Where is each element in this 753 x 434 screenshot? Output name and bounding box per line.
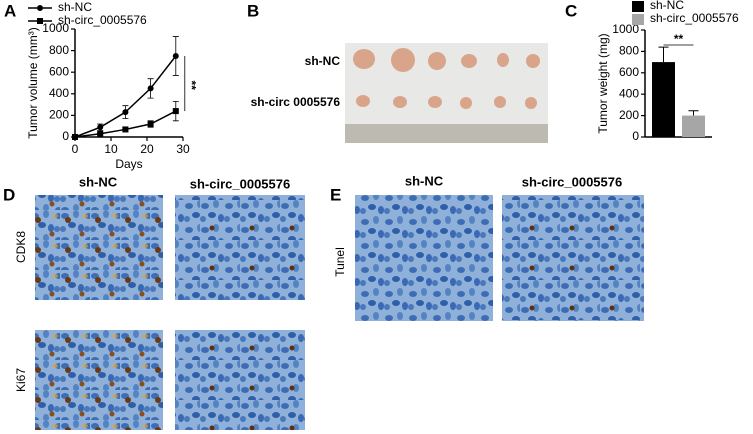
micrograph <box>355 195 493 321</box>
y-tick-label: 600 <box>49 64 69 78</box>
row-label: sh-circ 0005576 <box>251 95 341 109</box>
marker <box>72 134 78 140</box>
annotation: ** <box>185 81 199 91</box>
panel-letter: C <box>565 1 577 20</box>
micrograph <box>175 330 305 430</box>
row-label: sh-NC <box>305 54 341 68</box>
y-tick-label: 800 <box>49 43 69 57</box>
row-label: CDK8 <box>14 231 28 263</box>
y-tick-label: 600 <box>619 65 639 79</box>
bar <box>652 62 675 137</box>
error-bar <box>688 110 699 116</box>
micrograph <box>35 330 163 430</box>
row-label: Ki67 <box>14 368 28 392</box>
marker <box>147 121 154 128</box>
x-axis-label: Days <box>115 157 142 171</box>
column-label: sh-circ_0005576 <box>190 176 290 191</box>
column-label: sh-circ_0005576 <box>522 174 622 189</box>
column-label: sh-NC <box>79 174 118 189</box>
legend-marker <box>37 5 43 11</box>
marker <box>122 109 129 116</box>
y-tick-label: 400 <box>49 86 69 100</box>
y-tick-label: 0 <box>632 129 639 143</box>
micrograph <box>35 195 163 300</box>
annotation: ** <box>674 32 684 46</box>
column-label: sh-NC <box>405 173 444 188</box>
error-bar <box>658 46 669 63</box>
x-tick-label: 0 <box>72 142 79 156</box>
legend-swatch <box>632 14 644 25</box>
micrograph <box>175 195 305 300</box>
x-tick-label: 10 <box>104 142 118 156</box>
tumor-photo <box>345 43 548 143</box>
series-line <box>74 55 177 138</box>
y-axis-label: Tumor volume (mm³) <box>26 27 40 139</box>
y-tick-label: 0 <box>62 129 69 143</box>
marker <box>147 85 154 92</box>
legend-label: sh-NC <box>58 0 92 14</box>
row-label: Tunel <box>333 247 347 277</box>
y-tick-label: 400 <box>619 86 639 100</box>
legend-swatch <box>632 1 644 12</box>
x-tick-label: 20 <box>140 142 154 156</box>
y-tick-label: 200 <box>49 108 69 122</box>
legend-label: sh-circ_0005576 <box>58 13 147 27</box>
panel-letter: E <box>330 185 341 204</box>
panel-letter: A <box>4 1 16 20</box>
legend-label: sh-NC <box>650 0 684 12</box>
y-tick-label: 1000 <box>612 22 639 36</box>
panel-letter: B <box>247 1 259 20</box>
y-tick-label: 800 <box>619 44 639 58</box>
x-tick-label: 30 <box>176 142 190 156</box>
bar <box>682 115 705 137</box>
y-axis-label: Tumor weight (mg) <box>596 33 610 133</box>
marker <box>97 124 104 131</box>
micrograph <box>502 195 644 321</box>
marker <box>172 53 179 59</box>
y-tick-label: 200 <box>619 108 639 122</box>
legend-label: sh-circ_0005576 <box>650 11 739 25</box>
legend-marker <box>37 18 43 24</box>
marker <box>122 126 129 133</box>
marker <box>172 108 179 115</box>
panel-letter: D <box>3 185 15 204</box>
marker <box>97 130 104 137</box>
y-tick-label: 1000 <box>42 21 69 35</box>
